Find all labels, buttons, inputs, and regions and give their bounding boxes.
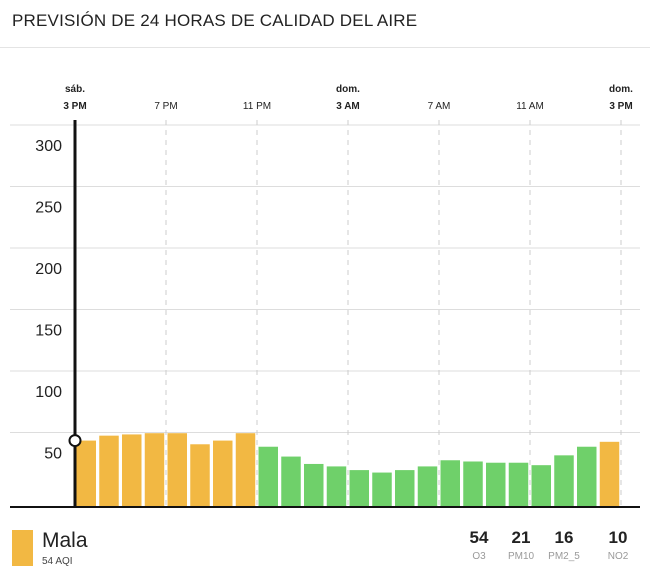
pollutant-value: 16: [554, 528, 574, 547]
bar-hour-23: [599, 441, 620, 507]
status-label: Mala: [42, 529, 88, 552]
bar-hour-21: [554, 455, 574, 507]
bar-hour-3: [144, 433, 165, 507]
pollutant-name: NO2: [607, 551, 629, 562]
x-day-label: dom.: [609, 84, 633, 95]
pollutant-name: PM2_5: [548, 551, 580, 562]
y-tick-label: 150: [35, 323, 62, 340]
bar-hour-14: [395, 470, 415, 507]
status-color-swatch: [12, 530, 33, 566]
y-tick-label: 50: [44, 446, 62, 463]
pollutant-value: 54: [469, 528, 489, 547]
pollutant-name: PM10: [507, 551, 535, 562]
bar-hour-20: [531, 465, 551, 507]
header: PREVISIÓN DE 24 HORAS DE CALIDAD DEL AIR…: [0, 0, 650, 48]
x-time-label: 11 PM: [243, 101, 271, 112]
x-time-label: 3 PM: [63, 101, 86, 112]
y-tick-label: 200: [35, 261, 62, 278]
bar-hour-7: [235, 433, 256, 507]
bar-hour-11: [326, 466, 347, 507]
bar-hour-12: [349, 470, 369, 507]
bar-hour-18: [486, 462, 506, 507]
bar-hour-16: [440, 460, 460, 507]
aqi-forecast-chart: 50 100 150 200 250 300 sáb. 3 PM 7 PM 11 PM dom. 3 …: [10, 84, 640, 508]
bar-hour-19: [508, 462, 529, 507]
bar-hour-17: [463, 461, 483, 507]
bar-hour-22: [577, 446, 597, 507]
pollutant-o3: 54 O3: [449, 528, 509, 562]
x-time-label: 11 AM: [516, 101, 544, 112]
bar-hour-2: [122, 434, 142, 507]
pollutant-pm25: 16 PM2_5: [534, 528, 594, 562]
pollutant-name: O3: [472, 551, 486, 562]
bar-hour-8: [258, 446, 278, 507]
bar-hour-10: [304, 463, 324, 507]
bar-hour-5: [190, 444, 210, 507]
pollutant-value: 10: [608, 528, 628, 547]
y-tick-label: 300: [35, 138, 62, 155]
bar-hour-1: [99, 435, 119, 507]
x-day-label: sáb.: [65, 84, 85, 95]
page-title: PREVISIÓN DE 24 HORAS DE CALIDAD DEL AIR…: [12, 11, 418, 30]
bar-hour-15: [417, 466, 438, 507]
pollutant-value: 21: [511, 528, 531, 547]
bar-hour-9: [281, 456, 301, 507]
aqi-value-label: 54 AQI: [42, 556, 73, 567]
y-tick-label: 100: [35, 384, 62, 401]
pollutant-no2: 10 NO2: [588, 528, 648, 562]
bar-hour-13: [372, 472, 392, 507]
bar-hour-6: [213, 440, 233, 507]
x-time-label: 3 PM: [609, 101, 632, 112]
bar-hour-0: [76, 440, 96, 507]
current-value-marker: [68, 434, 82, 448]
pollutant-pm10: 21 PM10: [491, 528, 551, 562]
x-time-label: 3 AM: [336, 101, 360, 112]
bar-hour-4: [167, 433, 187, 507]
summary-bar: Mala 54 AQI 54 O3 21 PM10 16 PM2_5 10 NO…: [0, 520, 650, 580]
x-time-label: 7 PM: [154, 101, 177, 112]
y-tick-label: 250: [35, 200, 62, 217]
x-time-label: 7 AM: [428, 101, 451, 112]
x-day-label: dom.: [336, 84, 360, 95]
